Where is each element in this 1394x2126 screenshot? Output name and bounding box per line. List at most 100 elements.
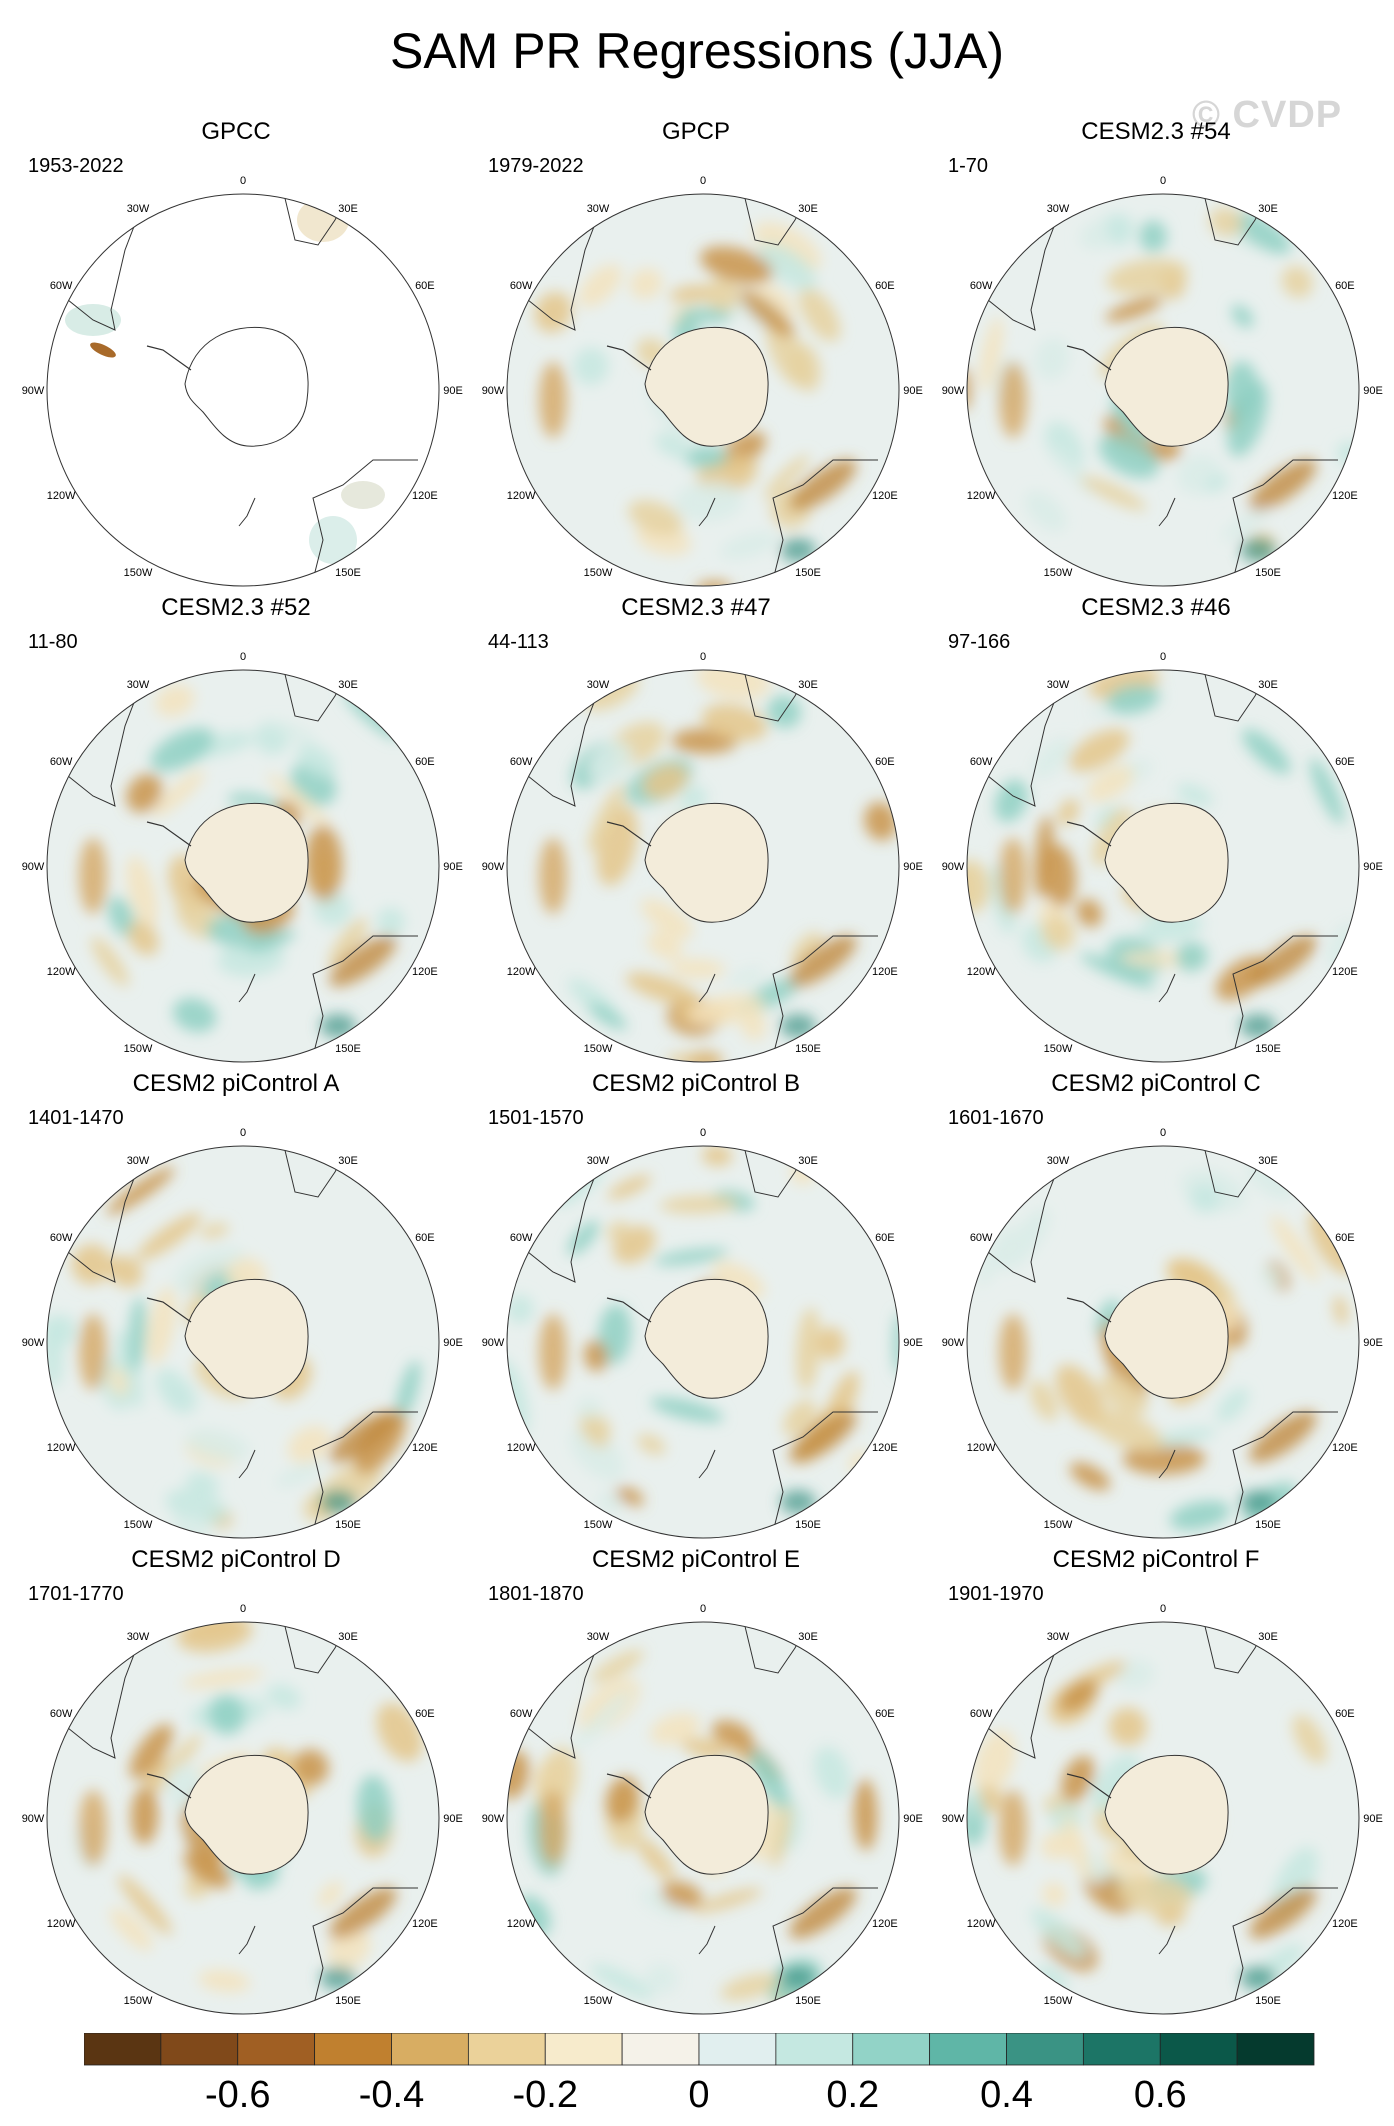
map-boundary bbox=[46, 669, 440, 1063]
south-america-outline bbox=[967, 194, 1069, 331]
longitude-label: 90W bbox=[482, 861, 505, 873]
longitude-label: 120E bbox=[872, 1918, 898, 1930]
peninsula-outline bbox=[606, 345, 652, 371]
new-zealand-outline bbox=[698, 1925, 716, 1955]
longitude-label: 30W bbox=[127, 679, 150, 691]
polar-map: 030E60E90E120E150E180150W120W90W60W30W bbox=[482, 175, 923, 587]
antarctica-outline bbox=[184, 802, 309, 923]
longitude-label: 90E bbox=[903, 385, 923, 397]
longitude-label: 30E bbox=[798, 203, 818, 215]
longitude-label: 60E bbox=[1335, 1232, 1355, 1244]
new-zealand-outline bbox=[238, 1449, 256, 1479]
australia-outline bbox=[312, 1887, 418, 2009]
longitude-label: 120E bbox=[1332, 1918, 1358, 1930]
longitude-label: 30E bbox=[338, 679, 358, 691]
longitude-label: 60W bbox=[510, 756, 533, 768]
colorbar-box bbox=[775, 2033, 854, 2066]
longitude-label: 120E bbox=[1332, 1442, 1358, 1454]
map-panel: CESM2.3 #47030E60E90E120E150E180150W120W… bbox=[476, 594, 936, 1064]
colorbar-tick-label: 0.6 bbox=[1134, 2074, 1187, 2113]
antarctica-outline bbox=[644, 1754, 769, 1875]
australia-outline bbox=[312, 1411, 418, 1533]
colorbar-box bbox=[1082, 2033, 1161, 2066]
australia-outline bbox=[1232, 1411, 1338, 1533]
polar-map: 030E60E90E120E150E180150W120W90W60W30W bbox=[22, 1603, 463, 2015]
panel-title: CESM2.3 #46 bbox=[1081, 594, 1231, 621]
map-panel: CESM2 piControl B030E60E90E120E150E18015… bbox=[476, 1070, 936, 1540]
south-america-outline bbox=[47, 670, 149, 807]
longitude-label: 60W bbox=[510, 1232, 533, 1244]
map-boundary bbox=[46, 1145, 440, 1539]
longitude-label: 150E bbox=[335, 1043, 361, 1055]
colorbar-tick-label: 0.2 bbox=[826, 2074, 879, 2113]
longitude-label: 30E bbox=[798, 1155, 818, 1167]
australia-outline bbox=[1232, 1887, 1338, 2009]
longitude-label: 60E bbox=[875, 280, 895, 292]
colorbar-box bbox=[467, 2033, 546, 2066]
longitude-label: 60E bbox=[415, 1708, 435, 1720]
peninsula-outline bbox=[1066, 821, 1112, 847]
map-boundary bbox=[966, 669, 1360, 1063]
polar-map: 030E60E90E120E150E180150W120W90W60W30W bbox=[482, 1603, 923, 2015]
longitude-label: 30W bbox=[587, 679, 610, 691]
polar-map: 030E60E90E120E150E180150W120W90W60W30W bbox=[942, 1127, 1383, 1539]
longitude-label: 30E bbox=[1258, 1155, 1278, 1167]
longitude-label: 120W bbox=[47, 1442, 76, 1454]
map-panel: CESM2 piControl D 030E60E90E120E150E18015… bbox=[16, 1546, 476, 2016]
panel-title: CESM2 piControl C bbox=[1051, 1070, 1261, 1097]
longitude-label: 120E bbox=[872, 1442, 898, 1454]
colorbar-box bbox=[160, 2033, 239, 2066]
longitude-label: 60E bbox=[1335, 756, 1355, 768]
antarctica-outline bbox=[1104, 1278, 1229, 1399]
new-zealand-outline bbox=[1158, 497, 1176, 527]
south-america-outline bbox=[47, 1622, 149, 1759]
longitude-label: 120W bbox=[47, 490, 76, 502]
longitude-label: 90W bbox=[22, 1337, 45, 1349]
antarctica-outline bbox=[1104, 1754, 1229, 1875]
map-boundary bbox=[46, 1621, 440, 2015]
polar-map: 030E60E90E120E150E180150W120W90W60W30W bbox=[22, 175, 463, 587]
longitude-label: 60E bbox=[875, 1232, 895, 1244]
longitude-label: 120E bbox=[872, 966, 898, 978]
longitude-label: 120W bbox=[507, 1918, 536, 1930]
longitude-label: 150W bbox=[124, 1043, 153, 1055]
south-america-outline bbox=[967, 1622, 1069, 1759]
australia-outline bbox=[1232, 935, 1338, 1057]
longitude-label: 150E bbox=[1255, 567, 1281, 579]
longitude-label: 60E bbox=[1335, 1708, 1355, 1720]
map-panel: CESM2 piControl C030E60E90E120E150E18015… bbox=[936, 1070, 1394, 1540]
peninsula-outline bbox=[1066, 1773, 1112, 1799]
new-zealand-outline bbox=[1158, 973, 1176, 1003]
longitude-label: 90E bbox=[443, 385, 463, 397]
anomaly-field bbox=[507, 1146, 899, 1514]
longitude-label: 150E bbox=[1255, 1995, 1281, 2007]
polar-map: 030E60E90E120E150E180150W120W90W60W30W bbox=[22, 651, 463, 1063]
panel-title: CESM2.3 #52 bbox=[161, 594, 311, 621]
longitude-label: 90E bbox=[443, 1337, 463, 1349]
longitude-label: 30E bbox=[338, 1155, 358, 1167]
longitude-label: 150W bbox=[1044, 1995, 1073, 2007]
longitude-label: 150W bbox=[1044, 1043, 1073, 1055]
anomaly-field bbox=[539, 670, 898, 1062]
longitude-label: 60W bbox=[50, 1708, 73, 1720]
longitude-label: 150E bbox=[335, 1995, 361, 2007]
south-america-outline bbox=[507, 670, 609, 807]
south-america-outline bbox=[507, 1146, 609, 1283]
longitude-label: 90W bbox=[22, 861, 45, 873]
colorbar: -0.6 -0.4 -0.2 0 0.2 0.4 0.6 bbox=[84, 2033, 1315, 2113]
longitude-label: 120W bbox=[967, 1442, 996, 1454]
longitude-label: 30E bbox=[798, 679, 818, 691]
longitude-label: 150E bbox=[795, 1519, 821, 1531]
polar-map: 030E60E90E120E150E180150W120W90W60W30W bbox=[482, 1127, 923, 1539]
longitude-label: 90W bbox=[942, 1337, 965, 1349]
polar-map: 030E60E90E120E150E180150W120W90W60W30W bbox=[482, 651, 923, 1063]
australia-outline bbox=[772, 459, 878, 581]
panel-title: CESM2 piControl D bbox=[131, 1546, 341, 1573]
longitude-label: 30W bbox=[127, 1155, 150, 1167]
panel-title: CESM2 piControl F bbox=[1052, 1546, 1260, 1573]
longitude-label: 120E bbox=[1332, 490, 1358, 502]
new-zealand-outline bbox=[1158, 1925, 1176, 1955]
panel-period: 1601-1670 bbox=[948, 1107, 1044, 1129]
antarctica-outline bbox=[644, 1278, 769, 1399]
longitude-label: 120E bbox=[412, 1442, 438, 1454]
